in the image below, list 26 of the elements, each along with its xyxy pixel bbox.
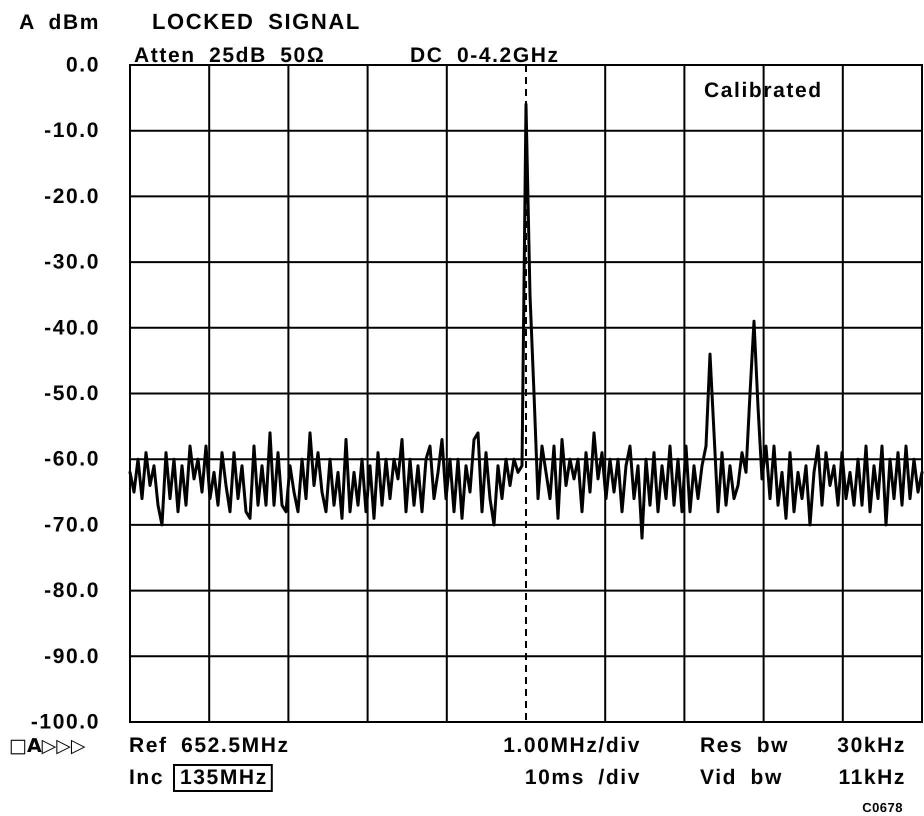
y-tick-label: -50.0 (44, 382, 100, 405)
text: Res bw (700, 734, 790, 757)
y-tick-label: -70.0 (44, 513, 100, 536)
text: 135MHz (180, 766, 268, 789)
text: 30kHz (837, 734, 906, 757)
annotation: Atten 25dB 50Ω (134, 44, 326, 67)
y-tick-label: -10.0 (44, 119, 100, 142)
text: 10ms /div (524, 766, 641, 789)
text: Inc (129, 766, 164, 789)
y-tick-label: -60.0 (44, 448, 100, 471)
y-tick-label: -100.0 (30, 710, 100, 734)
y-tick-label: 0.0 (66, 54, 100, 76)
chart-title: LOCKED SIGNAL (152, 9, 361, 34)
y-tick-label: -20.0 (44, 184, 100, 208)
y-axis-title: A dBm (19, 11, 100, 34)
text: 1.00MHz/div (503, 734, 641, 757)
text: C0678 (862, 800, 903, 815)
y-tick-label: -80.0 (44, 579, 100, 602)
y-tick-label: -90.0 (44, 644, 100, 668)
annotation: DC 0-4.2GHz (410, 44, 560, 67)
text: □A▷▷▷ (9, 735, 86, 757)
y-tick-label: -30.0 (44, 250, 100, 274)
text: Ref 652.5MHz (129, 734, 290, 757)
text: Vid bw (700, 766, 783, 789)
y-tick-label: -40.0 (44, 316, 100, 340)
text: 11kHz (838, 766, 906, 789)
